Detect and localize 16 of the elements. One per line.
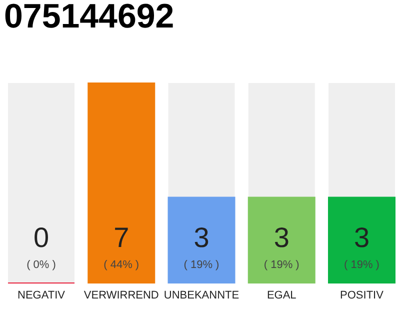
data-label: 3 xyxy=(274,222,290,253)
chart-title: 075144692 xyxy=(4,0,174,36)
data-label: 3 xyxy=(354,222,370,253)
x-tick-label: EGAL xyxy=(266,290,296,302)
annotation: ( 44% ) xyxy=(104,259,140,271)
annotation: ( 19% ) xyxy=(264,259,300,271)
x-tick-label: VERWIRREND xyxy=(84,290,159,302)
annotation: ( 19% ) xyxy=(344,259,380,271)
annotation: ( 0% ) xyxy=(26,259,56,271)
x-tick-label: NEGATIV xyxy=(18,290,66,302)
x-tick-label: UNBEKANNTE xyxy=(164,290,240,302)
x-tick-label: POSITIV xyxy=(340,290,384,302)
data-label: 0 xyxy=(33,222,50,253)
data-label: 3 xyxy=(194,222,210,253)
data-label: 7 xyxy=(114,222,130,253)
annotation: ( 19% ) xyxy=(184,259,220,271)
